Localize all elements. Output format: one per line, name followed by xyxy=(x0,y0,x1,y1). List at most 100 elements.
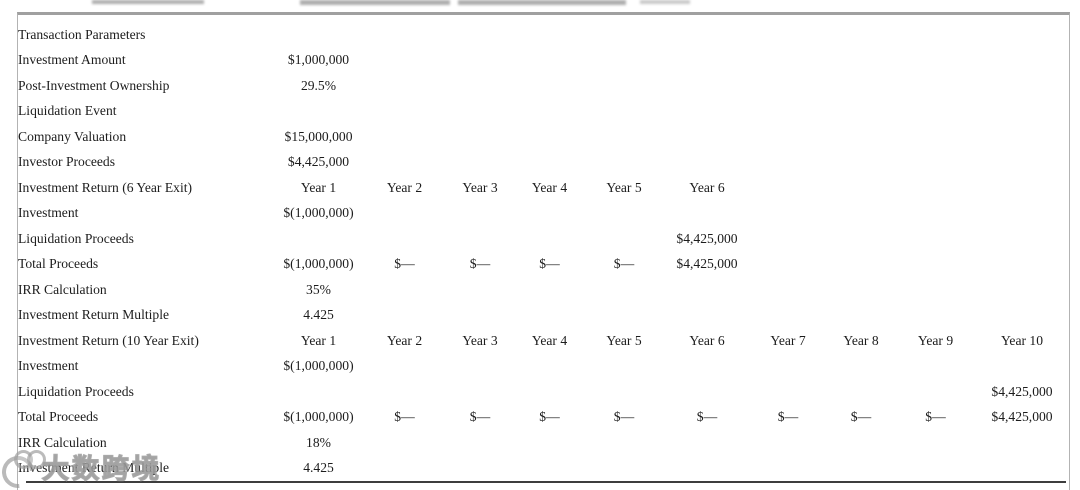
table-cell xyxy=(826,430,896,456)
table-cell xyxy=(664,430,750,456)
table-cell: 35% xyxy=(306,281,331,297)
table-cell xyxy=(896,201,975,227)
table-cell xyxy=(975,226,1069,252)
table-cell: Year 6 xyxy=(689,179,725,195)
table-cell xyxy=(750,150,826,176)
table-cell xyxy=(584,303,664,329)
table-cell: Year 4 xyxy=(531,179,568,195)
table-cell xyxy=(750,99,826,125)
table-cell xyxy=(364,22,445,48)
table-cell: Year 3 xyxy=(462,179,498,195)
table-cell xyxy=(975,252,1069,278)
table-cell xyxy=(896,226,975,252)
table-cell xyxy=(515,99,584,125)
table-cell xyxy=(826,201,896,227)
table-cell xyxy=(364,379,445,405)
row-label: Investment xyxy=(18,205,79,221)
table-cell xyxy=(896,456,975,482)
table-cell: $— xyxy=(696,409,718,425)
table-cell xyxy=(515,201,584,227)
table-cell xyxy=(975,175,1069,201)
row-label: Investor Proceeds xyxy=(18,154,116,170)
table-cell xyxy=(515,73,584,99)
financial-table-sheet: Transaction Parameters Investment Amount $… xyxy=(17,12,1070,490)
table-cell xyxy=(664,99,750,125)
row-label: Liquidation Event xyxy=(18,103,117,119)
table-cell xyxy=(515,379,584,405)
table-cell xyxy=(273,22,364,48)
table-cell: $4,425,000 xyxy=(287,154,350,170)
table-cell xyxy=(364,150,445,176)
table-cell xyxy=(826,379,896,405)
table-cell: $— xyxy=(925,409,946,425)
table-row: Transaction Parameters xyxy=(18,22,1069,48)
table-cell: 4.425 xyxy=(303,307,334,323)
row-label: Transaction Parameters xyxy=(18,26,146,42)
table-cell xyxy=(445,226,515,252)
row-label: Investment Amount xyxy=(18,52,126,68)
row-label: IRR Calculation xyxy=(18,434,107,450)
table-row: Investor Proceeds $4,425,000 xyxy=(18,150,1069,176)
table-cell xyxy=(515,226,584,252)
table-cell xyxy=(750,354,826,380)
table-cell: Year 7 xyxy=(770,332,806,348)
table-cell xyxy=(750,175,826,201)
row-label: Investment Return Multiple xyxy=(18,307,170,323)
table-cell xyxy=(826,303,896,329)
table-cell xyxy=(975,430,1069,456)
table-cell xyxy=(515,22,584,48)
table-cell: $(1,000,000) xyxy=(283,205,354,221)
table-cell xyxy=(664,201,750,227)
table-cell xyxy=(750,303,826,329)
table-cell xyxy=(664,150,750,176)
table-cell xyxy=(364,430,445,456)
table-row: Investment Amount $1,000,000 xyxy=(18,48,1069,74)
table-cell xyxy=(364,226,445,252)
row-label: Investment Return Multiple xyxy=(18,460,170,476)
table-cell xyxy=(584,201,664,227)
table-bottom-rule xyxy=(26,481,1066,483)
table-cell xyxy=(273,226,364,252)
row-label: Investment Return (6 Year Exit) xyxy=(18,179,193,195)
table-cell xyxy=(584,124,664,150)
table-cell xyxy=(584,22,664,48)
table-cell: $— xyxy=(777,409,799,425)
watermark-text: 大数跨境 xyxy=(41,453,162,484)
cropped-text-artifact xyxy=(458,0,626,5)
table-cell xyxy=(584,277,664,303)
table-cell: Year 6 xyxy=(689,332,725,348)
table-cell xyxy=(750,48,826,74)
table-cell xyxy=(750,430,826,456)
table-cell xyxy=(445,22,515,48)
table-cell xyxy=(364,201,445,227)
table-cell xyxy=(364,99,445,125)
table-cell xyxy=(750,226,826,252)
table-cell xyxy=(826,73,896,99)
table-cell xyxy=(515,456,584,482)
table-cell: $— xyxy=(394,256,415,272)
table-cell: $(1,000,000) xyxy=(283,256,354,272)
table-cell xyxy=(664,303,750,329)
table-cell xyxy=(515,303,584,329)
table-cell xyxy=(826,277,896,303)
table-cell xyxy=(664,48,750,74)
table-cell xyxy=(896,99,975,125)
table-cell xyxy=(445,430,515,456)
table-cell: $(1,000,000) xyxy=(283,358,354,374)
table-cell xyxy=(273,379,364,405)
table-cell xyxy=(896,430,975,456)
watermark: 大数跨境 xyxy=(0,447,162,490)
table-cell xyxy=(515,48,584,74)
table-row: Investment Return Multiple 4.425 xyxy=(18,456,1069,482)
cropped-text-artifact xyxy=(640,0,690,4)
table-row: Total Proceeds $(1,000,000) $— $— $— $— $— $— $—… xyxy=(18,405,1069,431)
table-cell xyxy=(584,150,664,176)
row-label: Post-Investment Ownership xyxy=(18,77,170,93)
table-cell xyxy=(584,430,664,456)
table-cell xyxy=(664,277,750,303)
table-cell xyxy=(445,201,515,227)
table-cell xyxy=(896,354,975,380)
table-cell xyxy=(364,48,445,74)
table-cell xyxy=(896,48,975,74)
